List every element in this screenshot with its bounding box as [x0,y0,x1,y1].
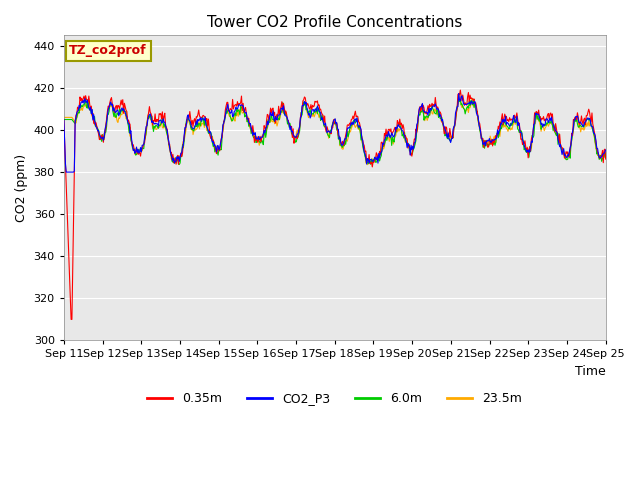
Legend: 0.35m, CO2_P3, 6.0m, 23.5m: 0.35m, CO2_P3, 6.0m, 23.5m [142,387,527,410]
Text: TZ_co2prof: TZ_co2prof [69,45,147,58]
X-axis label: Time: Time [575,365,605,378]
Y-axis label: CO2 (ppm): CO2 (ppm) [15,154,28,222]
Title: Tower CO2 Profile Concentrations: Tower CO2 Profile Concentrations [207,15,463,30]
